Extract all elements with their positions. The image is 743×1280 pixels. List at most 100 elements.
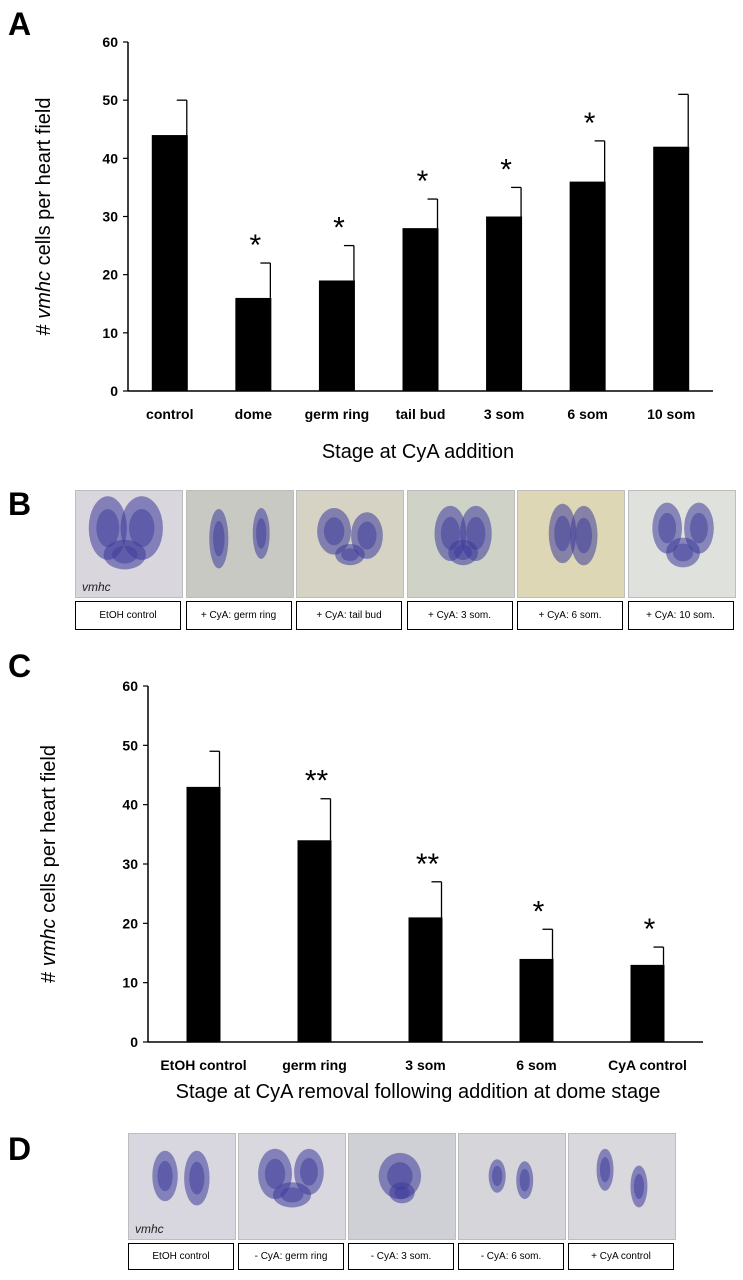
bar: [630, 964, 665, 1042]
image-caption: - CyA: 6 som.: [458, 1243, 564, 1270]
stain-core: [394, 1186, 410, 1200]
significance-marker: *: [584, 107, 596, 140]
embryo-image-svg: [208, 507, 270, 569]
significance-marker: **: [416, 848, 440, 881]
y-axis-label: # vmhc cells per heart field: [33, 98, 55, 336]
significance-marker: **: [305, 765, 329, 798]
image-caption: + CyA: germ ring: [185, 601, 292, 630]
stain-core: [492, 1165, 503, 1187]
embryo-image: vmhc: [128, 1133, 236, 1240]
y-tick-label: 60: [122, 678, 138, 694]
embryo-image-svg: [258, 1148, 324, 1208]
stain-core: [157, 1160, 173, 1192]
stain-core: [657, 512, 676, 544]
bar: [653, 146, 690, 391]
stain-core: [357, 521, 377, 550]
stain-core: [453, 544, 472, 561]
bar: [569, 181, 606, 391]
embryo-image: [568, 1133, 676, 1240]
embryo-image-svg: [434, 505, 492, 566]
y-axis-label: # vmhc cells per heart field: [38, 745, 60, 983]
significance-marker: *: [333, 212, 345, 245]
embryo-image-svg: [378, 1152, 422, 1204]
embryo-image: [406, 490, 515, 598]
y-axis-label-suffix: cells per heart field: [33, 98, 55, 271]
image-caption: + CyA: 3 som.: [406, 601, 513, 630]
stain-core: [323, 517, 345, 546]
embryo-image: [296, 490, 404, 598]
stain-core: [575, 517, 592, 554]
y-tick-label: 50: [122, 737, 138, 753]
significance-marker: *: [500, 153, 512, 186]
image-caption: EtOH control: [75, 601, 181, 630]
embryo-image-svg: [651, 502, 714, 568]
embryo-image-svg: [152, 1150, 210, 1206]
category-label: germ ring: [305, 406, 370, 422]
embryo-image-svg: [596, 1148, 648, 1208]
y-axis-label-prefix: #: [38, 966, 60, 983]
category-label: germ ring: [282, 1057, 347, 1073]
y-tick-label: 20: [102, 267, 118, 283]
bar: [318, 280, 355, 391]
bar: [486, 216, 523, 391]
stain-core: [341, 548, 359, 561]
bar: [519, 958, 554, 1042]
bar: [151, 135, 188, 391]
category-label: 6 som: [516, 1057, 556, 1073]
stain-core: [633, 1173, 645, 1200]
y-tick-label: 30: [102, 209, 118, 225]
y-tick-label: 50: [102, 92, 118, 108]
image-caption: EtOH control: [128, 1243, 234, 1270]
embryo-image: vmhc: [75, 490, 183, 598]
image-caption: - CyA: 3 som.: [348, 1243, 454, 1270]
category-label: tail bud: [396, 406, 446, 422]
y-tick-label: 60: [102, 34, 118, 50]
image-caption: + CyA: 6 som.: [517, 601, 623, 630]
stain-core: [300, 1157, 318, 1186]
stain-core: [264, 1158, 286, 1190]
y-axis-label-marker: vmhc: [33, 271, 55, 319]
significance-marker: *: [250, 229, 262, 262]
y-tick-label: 0: [130, 1034, 138, 1050]
category-label: 6 som: [567, 406, 607, 422]
embryo-image: [517, 490, 625, 598]
stain-core: [689, 512, 708, 544]
stain-core: [255, 518, 266, 549]
category-label: EtOH control: [160, 1057, 246, 1073]
panel-letter-c: C: [8, 648, 32, 684]
y-axis-label-prefix: #: [33, 319, 55, 336]
embryo-image: [458, 1133, 566, 1240]
y-tick-label: 0: [110, 383, 118, 399]
image-caption: + CyA: 10 som.: [627, 601, 734, 630]
x-axis-label: Stage at CyA addition: [322, 441, 514, 463]
category-label: CyA control: [608, 1057, 687, 1073]
embryo-image-svg: [88, 496, 163, 570]
y-tick-label: 30: [122, 856, 138, 872]
x-axis-label: Stage at CyA removal following addition …: [176, 1081, 661, 1103]
embryo-image: [627, 490, 736, 598]
stain-core: [129, 509, 155, 548]
category-label: 3 som: [484, 406, 524, 422]
significance-marker: *: [533, 895, 545, 928]
bar: [186, 786, 221, 1042]
embryo-image-svg: [548, 503, 598, 566]
y-tick-label: 10: [102, 325, 118, 341]
category-label: control: [146, 406, 193, 422]
category-label: 10 som: [647, 406, 695, 422]
image-caption: + CyA control: [568, 1243, 674, 1270]
y-tick-label: 40: [122, 797, 138, 813]
y-axis-label-suffix: cells per heart field: [38, 745, 60, 918]
panel-letter-d: D: [8, 1131, 32, 1167]
stain-core: [440, 516, 460, 550]
panel-letter-a: A: [8, 6, 32, 42]
y-tick-label: 10: [122, 975, 138, 991]
stain-core: [672, 543, 693, 562]
embryo-image-svg: [488, 1159, 534, 1200]
significance-marker: *: [417, 165, 429, 198]
category-label: dome: [235, 406, 273, 422]
embryo-image: [348, 1133, 456, 1240]
stain-core: [519, 1168, 530, 1192]
embryo-image-svg: [317, 507, 383, 566]
bar: [235, 297, 272, 391]
